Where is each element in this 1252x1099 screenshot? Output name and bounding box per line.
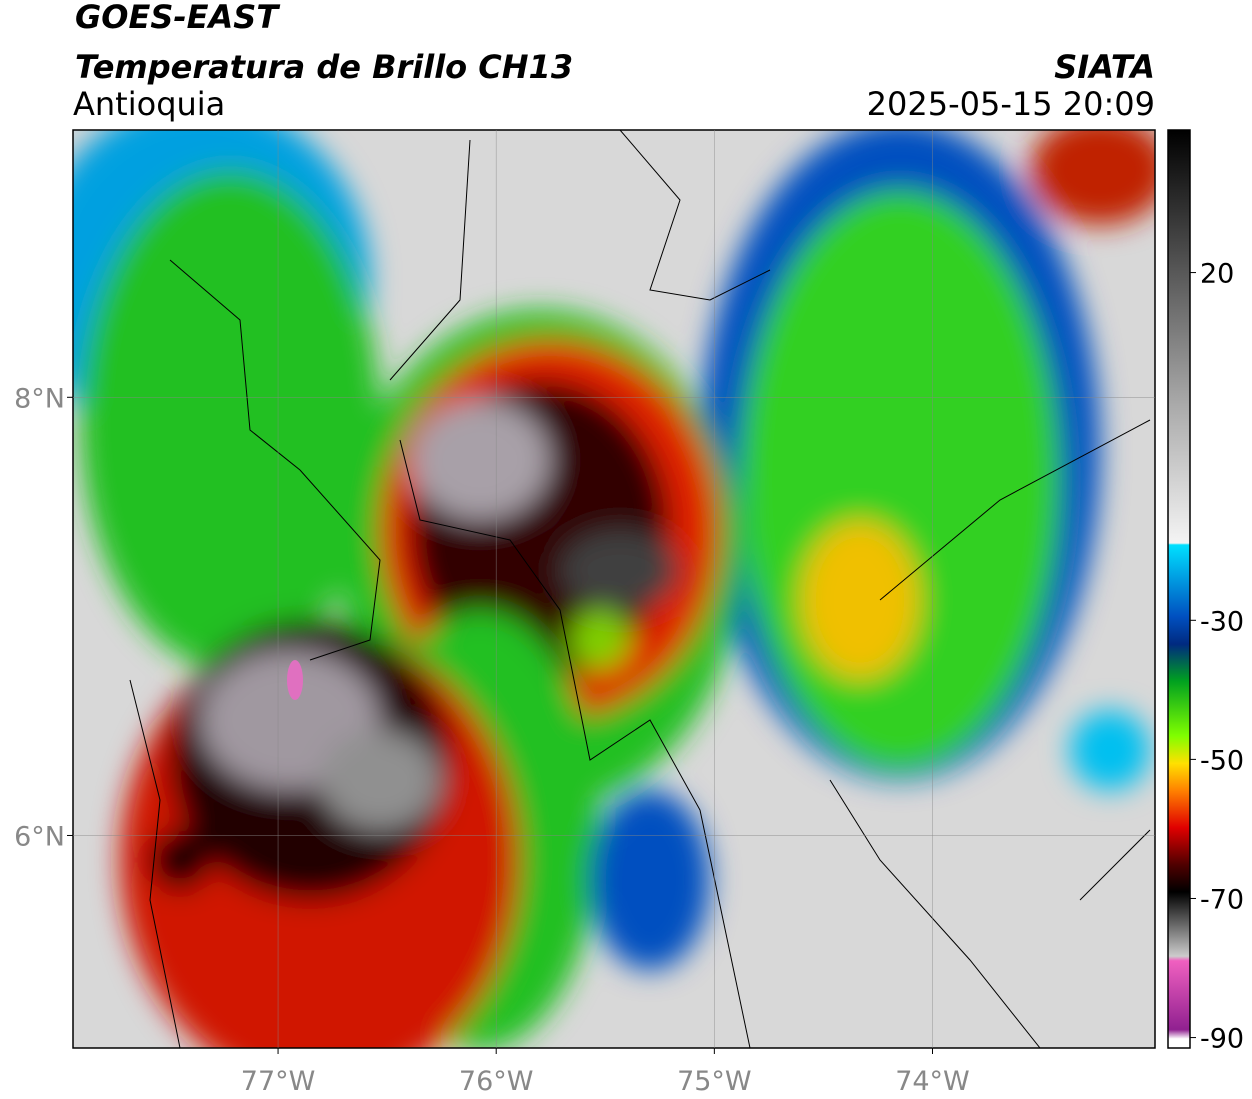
map-frame — [72, 129, 1156, 1049]
colorbar-tick-label: -30 — [1200, 606, 1244, 637]
datetime: 2025-05-15 20:09 — [867, 85, 1155, 123]
y-tick-label: 8°N — [14, 383, 65, 414]
x-tick-label: 74°W — [895, 1066, 970, 1097]
subtitle: Temperatura de Brillo CH13 — [75, 48, 573, 86]
y-tick-label: 6°N — [14, 821, 65, 852]
colorbar — [1167, 129, 1191, 1049]
source: SIATA — [1054, 48, 1155, 86]
title: GOES-EAST — [75, 0, 280, 36]
colorbar-tick-label: 20 — [1200, 259, 1234, 290]
x-tick-label: 76°W — [459, 1066, 534, 1097]
region: Antioquia — [73, 85, 225, 123]
satellite-image — [73, 130, 1155, 1048]
x-tick-label: 77°W — [241, 1066, 316, 1097]
x-tick-label: 75°W — [677, 1066, 752, 1097]
colorbar-tick-label: -90 — [1200, 1024, 1244, 1055]
colorbar-tick-label: -70 — [1200, 884, 1244, 915]
colorbar-tick-label: -50 — [1200, 745, 1244, 776]
